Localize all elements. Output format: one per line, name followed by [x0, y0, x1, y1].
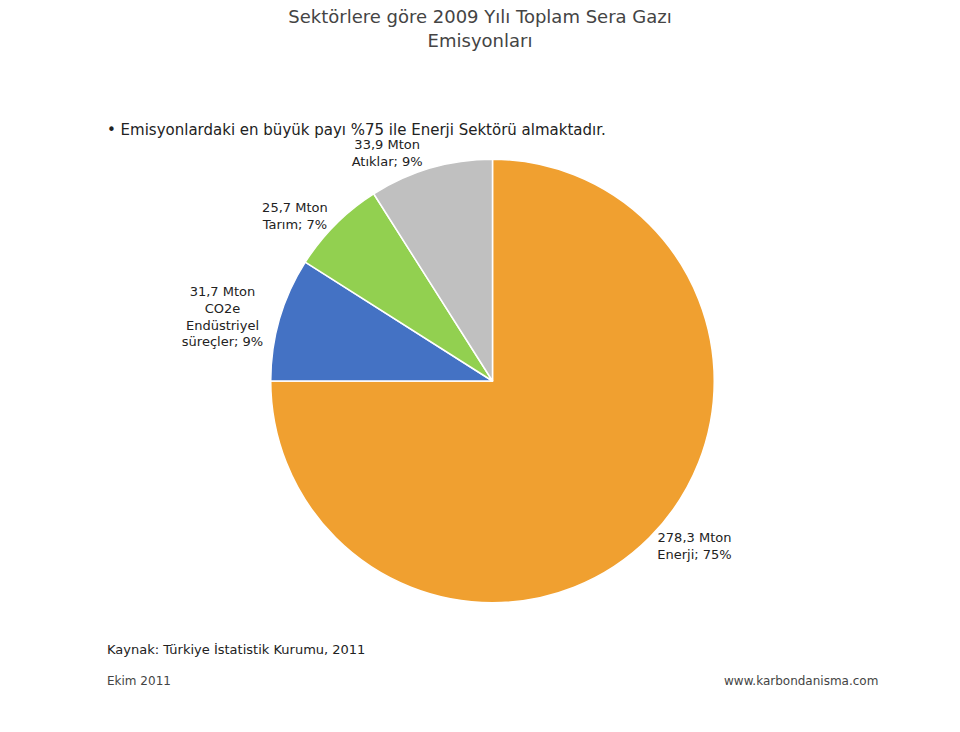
svg-text:Kaynak: Türkiye İstatistik Kur: Kaynak: Türkiye İstatistik Kurumu, 2011 — [107, 642, 365, 657]
svg-text:25,7 MtonTarım; 7%: 25,7 MtonTarım; 7% — [262, 200, 328, 232]
svg-text:Sektörlere göre 2009 Yılı Topl: Sektörlere göre 2009 Yılı Toplam Sera Ga… — [288, 6, 672, 50]
svg-text:www.karbondanisma.com: www.karbondanisma.com — [724, 674, 878, 688]
svg-text:33,9 MtonAtıklar; 9%: 33,9 MtonAtıklar; 9% — [352, 137, 423, 169]
svg-text:278,3 MtonEnerji; 75%: 278,3 MtonEnerji; 75% — [657, 530, 731, 562]
svg-text:31,7 MtonCO2eEndüstriyelsüreçl: 31,7 MtonCO2eEndüstriyelsüreçler; 9% — [182, 284, 263, 350]
svg-text:Ekim 2011: Ekim 2011 — [107, 674, 171, 688]
svg-text:• Emisyonlardaki en büyük payı: • Emisyonlardaki en büyük payı %75 ile E… — [107, 121, 606, 139]
